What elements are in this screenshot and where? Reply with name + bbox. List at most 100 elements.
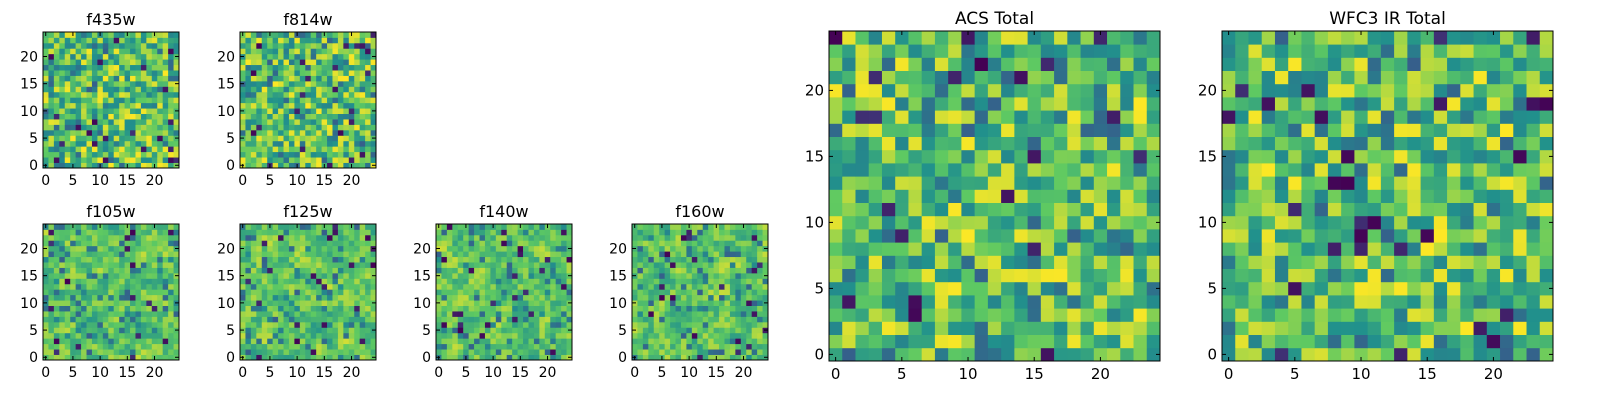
heatmap-cell xyxy=(337,300,344,306)
heatmap-cell xyxy=(1447,347,1461,362)
heatmap-cell xyxy=(321,157,328,163)
heatmap-cell xyxy=(75,97,82,104)
heatmap-cell xyxy=(468,332,475,339)
heatmap-cell xyxy=(1146,176,1161,190)
heatmap-cell xyxy=(343,135,350,142)
heatmap-cell xyxy=(135,300,142,306)
heatmap-cell xyxy=(81,42,87,49)
heatmap-cell xyxy=(359,256,366,263)
heatmap-cell xyxy=(1288,176,1302,190)
heatmap-cell xyxy=(501,256,508,263)
heatmap-cell xyxy=(1067,123,1081,137)
heatmap-cell xyxy=(135,256,142,263)
heatmap-cell xyxy=(436,251,442,258)
heatmap-cell xyxy=(566,234,573,241)
heatmap-cell xyxy=(310,262,317,268)
heatmap-cell xyxy=(474,229,480,236)
heatmap-cell xyxy=(299,140,306,147)
heatmap-cell xyxy=(1500,347,1514,362)
heatmap-cell xyxy=(1420,189,1435,203)
heatmap-cell xyxy=(151,64,158,71)
heatmap-cell xyxy=(327,283,333,290)
heatmap-cell xyxy=(1367,347,1382,362)
heatmap-cell xyxy=(686,300,693,306)
heatmap-cell xyxy=(729,234,736,241)
heatmap-cell xyxy=(1526,229,1541,243)
heatmap-cell xyxy=(288,108,295,114)
heatmap-cell xyxy=(855,202,870,217)
heatmap-cell xyxy=(1354,281,1369,296)
heatmap-cell xyxy=(240,113,246,120)
y-tick-label: 0 xyxy=(422,350,431,366)
heatmap-cell xyxy=(64,113,71,120)
heatmap-cell xyxy=(348,305,355,312)
heatmap-cell xyxy=(64,251,71,258)
heatmap-cell xyxy=(1080,347,1095,362)
heatmap-cell xyxy=(468,305,475,312)
heatmap-cell xyxy=(59,75,66,82)
heatmap-cell xyxy=(670,300,676,306)
heatmap-cell xyxy=(829,57,843,71)
heatmap-cell xyxy=(348,311,355,317)
heatmap-cell xyxy=(48,70,55,76)
heatmap-cell xyxy=(670,240,676,247)
heatmap-cell xyxy=(829,149,843,164)
heatmap-cell xyxy=(354,343,361,350)
heatmap-cell xyxy=(272,311,279,317)
heatmap-cell xyxy=(1080,31,1095,45)
heatmap-cell xyxy=(544,267,551,274)
heatmap-cell xyxy=(288,42,295,49)
heatmap-cell xyxy=(855,308,870,322)
heatmap-cell xyxy=(1526,268,1541,283)
heatmap-cell xyxy=(267,294,274,301)
heatmap-cell xyxy=(479,251,486,258)
heatmap-cell xyxy=(1394,163,1408,177)
heatmap-cell xyxy=(75,124,82,131)
heatmap-cell xyxy=(337,102,344,109)
heatmap-cell xyxy=(272,97,279,104)
heatmap-cell xyxy=(359,75,366,82)
heatmap-cell xyxy=(86,75,93,82)
heatmap-cell xyxy=(555,283,562,290)
heatmap-cell xyxy=(1222,176,1236,190)
heatmap-cell xyxy=(441,224,448,230)
heatmap-cell xyxy=(921,281,936,296)
heatmap-cell xyxy=(108,321,115,328)
heatmap-cell xyxy=(305,234,312,241)
heatmap-cell xyxy=(135,135,142,142)
heatmap-cell xyxy=(162,256,169,263)
heatmap-cell xyxy=(512,289,518,296)
heatmap-cell xyxy=(1054,57,1068,71)
heatmap-cell xyxy=(452,316,459,323)
heatmap-cell xyxy=(881,149,896,164)
heatmap-cell xyxy=(446,332,453,339)
heatmap-cell xyxy=(288,135,295,142)
heatmap-cell xyxy=(91,245,98,252)
heatmap-cell xyxy=(555,349,562,355)
heatmap-cell xyxy=(135,113,142,120)
heatmap-cell xyxy=(305,113,312,120)
heatmap-cell xyxy=(697,349,704,355)
heatmap-cell xyxy=(48,108,55,114)
heatmap-cell xyxy=(746,300,753,306)
heatmap-cell xyxy=(91,349,98,355)
heatmap-cell xyxy=(746,272,753,279)
heatmap-cell xyxy=(1407,321,1421,335)
heatmap-cell xyxy=(691,338,698,345)
heatmap-cell xyxy=(53,321,60,328)
heatmap-cell xyxy=(740,289,747,296)
heatmap-cell xyxy=(359,157,366,163)
heatmap-cell xyxy=(157,316,164,323)
heatmap-cell xyxy=(829,31,843,45)
heatmap-cell xyxy=(102,91,109,98)
heatmap-cell xyxy=(729,300,736,306)
heatmap-cell xyxy=(310,305,317,312)
heatmap-cell xyxy=(321,240,328,247)
heatmap-cell xyxy=(108,251,115,258)
heatmap-cell xyxy=(81,129,87,136)
heatmap-cell xyxy=(1080,321,1095,335)
heatmap-cell xyxy=(267,59,274,66)
heatmap-cell xyxy=(343,332,350,339)
heatmap-cell xyxy=(1447,202,1461,217)
heatmap-cell xyxy=(119,151,125,158)
